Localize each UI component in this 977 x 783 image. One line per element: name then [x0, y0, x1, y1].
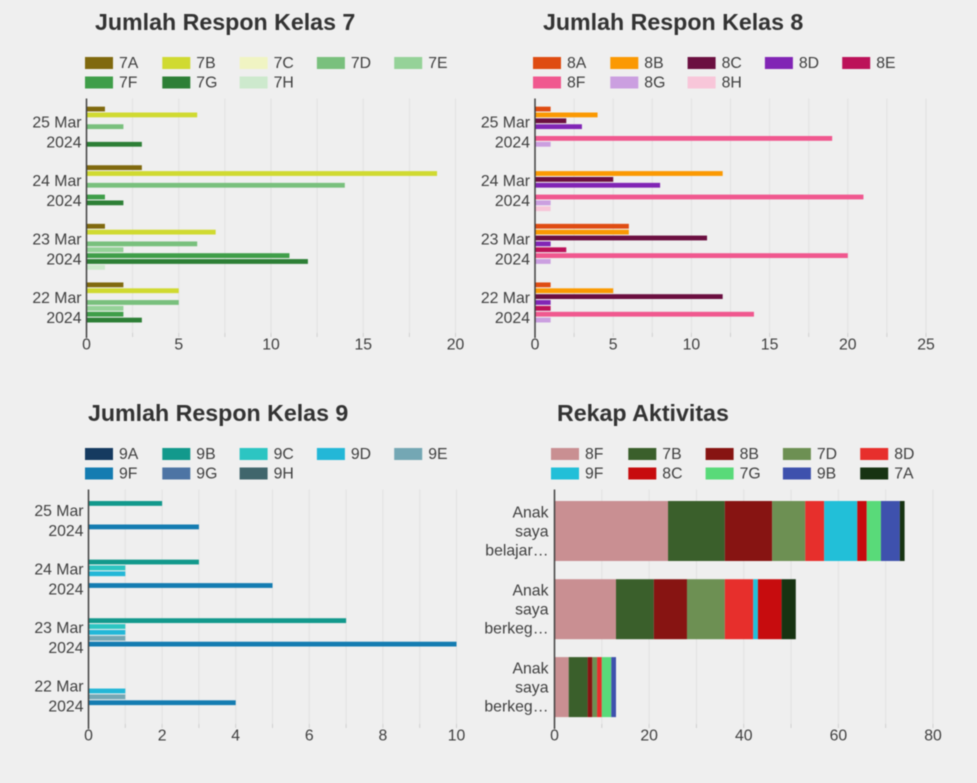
svg-text:22 Mar: 22 Mar: [481, 290, 530, 307]
svg-text:20: 20: [447, 337, 465, 354]
svg-text:2024: 2024: [46, 134, 81, 151]
svg-text:9E: 9E: [428, 446, 447, 463]
svg-text:8B: 8B: [644, 55, 663, 72]
svg-text:8F: 8F: [585, 446, 604, 463]
svg-text:7D: 7D: [817, 446, 837, 463]
svg-text:Anak: Anak: [512, 583, 548, 600]
svg-text:2024: 2024: [48, 699, 83, 716]
svg-text:8D: 8D: [799, 55, 819, 72]
svg-text:saya: saya: [515, 602, 549, 619]
svg-text:2024: 2024: [48, 640, 83, 657]
svg-text:8D: 8D: [894, 446, 914, 463]
svg-text:9D: 9D: [351, 446, 371, 463]
svg-text:8F: 8F: [567, 75, 586, 92]
svg-text:2024: 2024: [46, 310, 81, 327]
svg-text:23 Mar: 23 Mar: [481, 232, 530, 249]
svg-text:8B: 8B: [740, 446, 759, 463]
svg-text:8C: 8C: [662, 466, 682, 483]
svg-text:25 Mar: 25 Mar: [34, 503, 83, 520]
svg-text:berkeg…: berkeg…: [484, 621, 548, 638]
svg-text:9C: 9C: [274, 446, 294, 463]
svg-text:10: 10: [262, 337, 280, 354]
svg-text:2024: 2024: [48, 523, 83, 540]
svg-text:7G: 7G: [196, 75, 217, 92]
svg-text:7A: 7A: [894, 466, 914, 483]
svg-text:2024: 2024: [46, 252, 81, 269]
svg-text:9B: 9B: [817, 466, 836, 483]
svg-text:2024: 2024: [495, 252, 530, 269]
svg-text:Rekap Aktivitas: Rekap Aktivitas: [557, 400, 729, 426]
svg-text:belajar…: belajar…: [485, 543, 548, 560]
svg-text:7E: 7E: [428, 55, 447, 72]
svg-text:0: 0: [531, 337, 540, 354]
svg-text:2024: 2024: [46, 193, 81, 210]
svg-text:2024: 2024: [495, 134, 530, 151]
svg-text:15: 15: [354, 337, 372, 354]
svg-text:9F: 9F: [585, 466, 604, 483]
svg-text:7A: 7A: [119, 55, 139, 72]
svg-text:9B: 9B: [196, 446, 215, 463]
svg-text:60: 60: [830, 728, 848, 745]
svg-text:Jumlah Respon Kelas 8: Jumlah Respon Kelas 8: [543, 9, 803, 35]
svg-text:0: 0: [84, 728, 93, 745]
svg-text:24 Mar: 24 Mar: [34, 562, 83, 579]
svg-text:7B: 7B: [196, 55, 215, 72]
svg-text:berkeg…: berkeg…: [484, 699, 548, 716]
svg-text:7G: 7G: [740, 466, 761, 483]
svg-text:4: 4: [231, 728, 240, 745]
svg-text:23 Mar: 23 Mar: [32, 232, 81, 249]
svg-text:40: 40: [735, 728, 753, 745]
svg-text:22 Mar: 22 Mar: [32, 290, 81, 307]
svg-text:24 Mar: 24 Mar: [32, 173, 81, 190]
svg-text:0: 0: [550, 728, 559, 745]
svg-text:23 Mar: 23 Mar: [34, 620, 83, 637]
svg-text:7D: 7D: [351, 55, 371, 72]
svg-text:Anak: Anak: [512, 661, 548, 678]
svg-text:80: 80: [924, 728, 942, 745]
svg-text:8C: 8C: [722, 55, 742, 72]
svg-text:25 Mar: 25 Mar: [481, 114, 530, 131]
svg-text:Jumlah Respon Kelas 9: Jumlah Respon Kelas 9: [88, 400, 348, 426]
svg-text:15: 15: [761, 337, 779, 354]
svg-text:22 Mar: 22 Mar: [34, 679, 83, 696]
svg-text:8A: 8A: [567, 55, 587, 72]
svg-text:8H: 8H: [722, 75, 742, 92]
svg-text:20: 20: [640, 728, 658, 745]
svg-text:9A: 9A: [119, 446, 139, 463]
svg-text:6: 6: [305, 728, 314, 745]
svg-text:5: 5: [174, 337, 183, 354]
svg-text:7H: 7H: [274, 75, 294, 92]
svg-text:5: 5: [609, 337, 618, 354]
svg-text:20: 20: [839, 337, 857, 354]
svg-text:7F: 7F: [119, 75, 138, 92]
svg-text:10: 10: [448, 728, 466, 745]
svg-text:24 Mar: 24 Mar: [481, 173, 530, 190]
svg-text:7C: 7C: [274, 55, 294, 72]
svg-text:8: 8: [379, 728, 388, 745]
svg-text:9F: 9F: [119, 466, 138, 483]
svg-text:2: 2: [158, 728, 167, 745]
svg-text:25: 25: [917, 337, 935, 354]
svg-text:Jumlah Respon Kelas 7: Jumlah Respon Kelas 7: [95, 9, 355, 35]
svg-text:8E: 8E: [876, 55, 895, 72]
svg-text:2024: 2024: [495, 310, 530, 327]
svg-text:9H: 9H: [274, 466, 294, 483]
svg-text:2024: 2024: [48, 582, 83, 599]
svg-text:0: 0: [82, 337, 91, 354]
svg-text:2024: 2024: [495, 193, 530, 210]
svg-text:8G: 8G: [644, 75, 665, 92]
svg-text:Anak: Anak: [512, 505, 548, 522]
svg-text:saya: saya: [515, 680, 549, 697]
svg-text:saya: saya: [515, 524, 549, 541]
svg-text:25 Mar: 25 Mar: [32, 114, 81, 131]
svg-text:10: 10: [683, 337, 701, 354]
svg-text:9G: 9G: [196, 466, 217, 483]
svg-text:7B: 7B: [662, 446, 681, 463]
